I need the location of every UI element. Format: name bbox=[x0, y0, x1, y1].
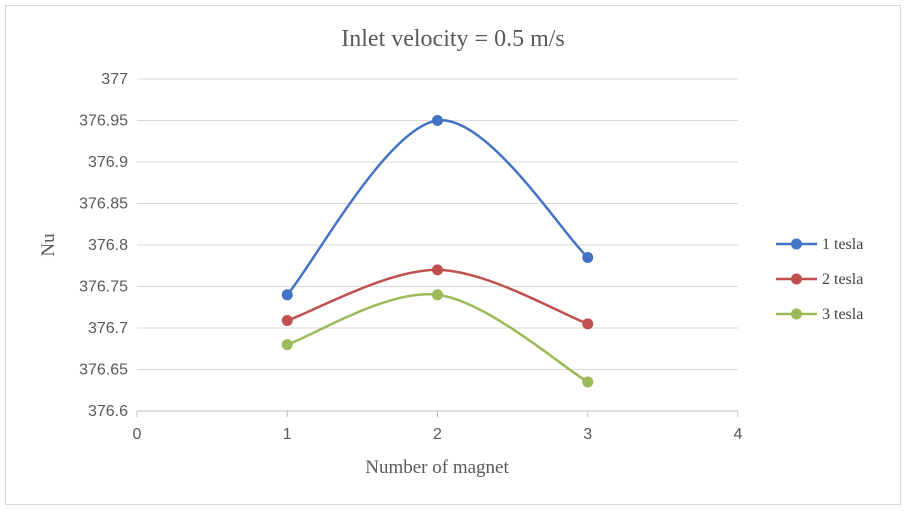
series-group bbox=[281, 115, 594, 388]
x-tick-label: 3 bbox=[583, 426, 592, 443]
y-tick-label: 377 bbox=[101, 71, 128, 88]
legend-marker-3-tesla bbox=[791, 308, 802, 320]
x-tick-label: 0 bbox=[133, 426, 142, 443]
y-axis-label: Nu bbox=[38, 233, 59, 257]
legend-label-1-tesla: 1 tesla bbox=[822, 236, 863, 253]
series-line-3-tesla bbox=[286, 293, 589, 384]
legend-label-2-tesla: 2 tesla bbox=[822, 271, 863, 288]
gridlines bbox=[137, 78, 738, 412]
x-tick-label: 4 bbox=[734, 426, 743, 443]
chart-title: Inlet velocity = 0.5 m/s bbox=[341, 26, 565, 52]
y-tick-label: 376.65 bbox=[79, 362, 128, 379]
y-tick-label: 376.6 bbox=[88, 403, 128, 420]
data-point-3-tesla bbox=[432, 289, 443, 301]
data-point-2-tesla bbox=[432, 264, 443, 276]
y-tick-label: 376.95 bbox=[79, 113, 128, 130]
y-tick-label: 376.8 bbox=[88, 237, 128, 254]
y-tick-label: 376.7 bbox=[88, 320, 128, 337]
y-axis-ticks: 376.6 376.65 376.7 376.75 376.8 376.85 376.9 37… bbox=[79, 71, 128, 420]
data-point-1-tesla bbox=[582, 251, 594, 263]
y-tick-label: 376.75 bbox=[79, 279, 128, 296]
data-point-2-tesla bbox=[281, 315, 293, 327]
data-point-2-tesla bbox=[582, 318, 594, 330]
x-axis-label: Number of magnet bbox=[365, 457, 509, 478]
chart-frame bbox=[5, 5, 901, 505]
data-point-3-tesla bbox=[582, 376, 594, 388]
y-tick-label: 376.9 bbox=[88, 154, 128, 171]
legend-marker-2-tesla bbox=[791, 273, 802, 285]
legend-marker-1-tesla bbox=[791, 238, 802, 250]
x-tick-label: 2 bbox=[433, 426, 442, 443]
data-point-1-tesla bbox=[432, 115, 443, 126]
legend: 1 tesla 2 tesla 3 tesla bbox=[776, 236, 863, 323]
data-point-3-tesla bbox=[281, 339, 293, 351]
data-point-1-tesla bbox=[281, 289, 293, 301]
x-tick-label: 1 bbox=[283, 426, 292, 443]
y-tick-label: 376.85 bbox=[79, 196, 128, 213]
legend-label-3-tesla: 3 tesla bbox=[822, 306, 863, 323]
x-axis-ticks: 0 1 2 3 4 bbox=[133, 411, 743, 443]
